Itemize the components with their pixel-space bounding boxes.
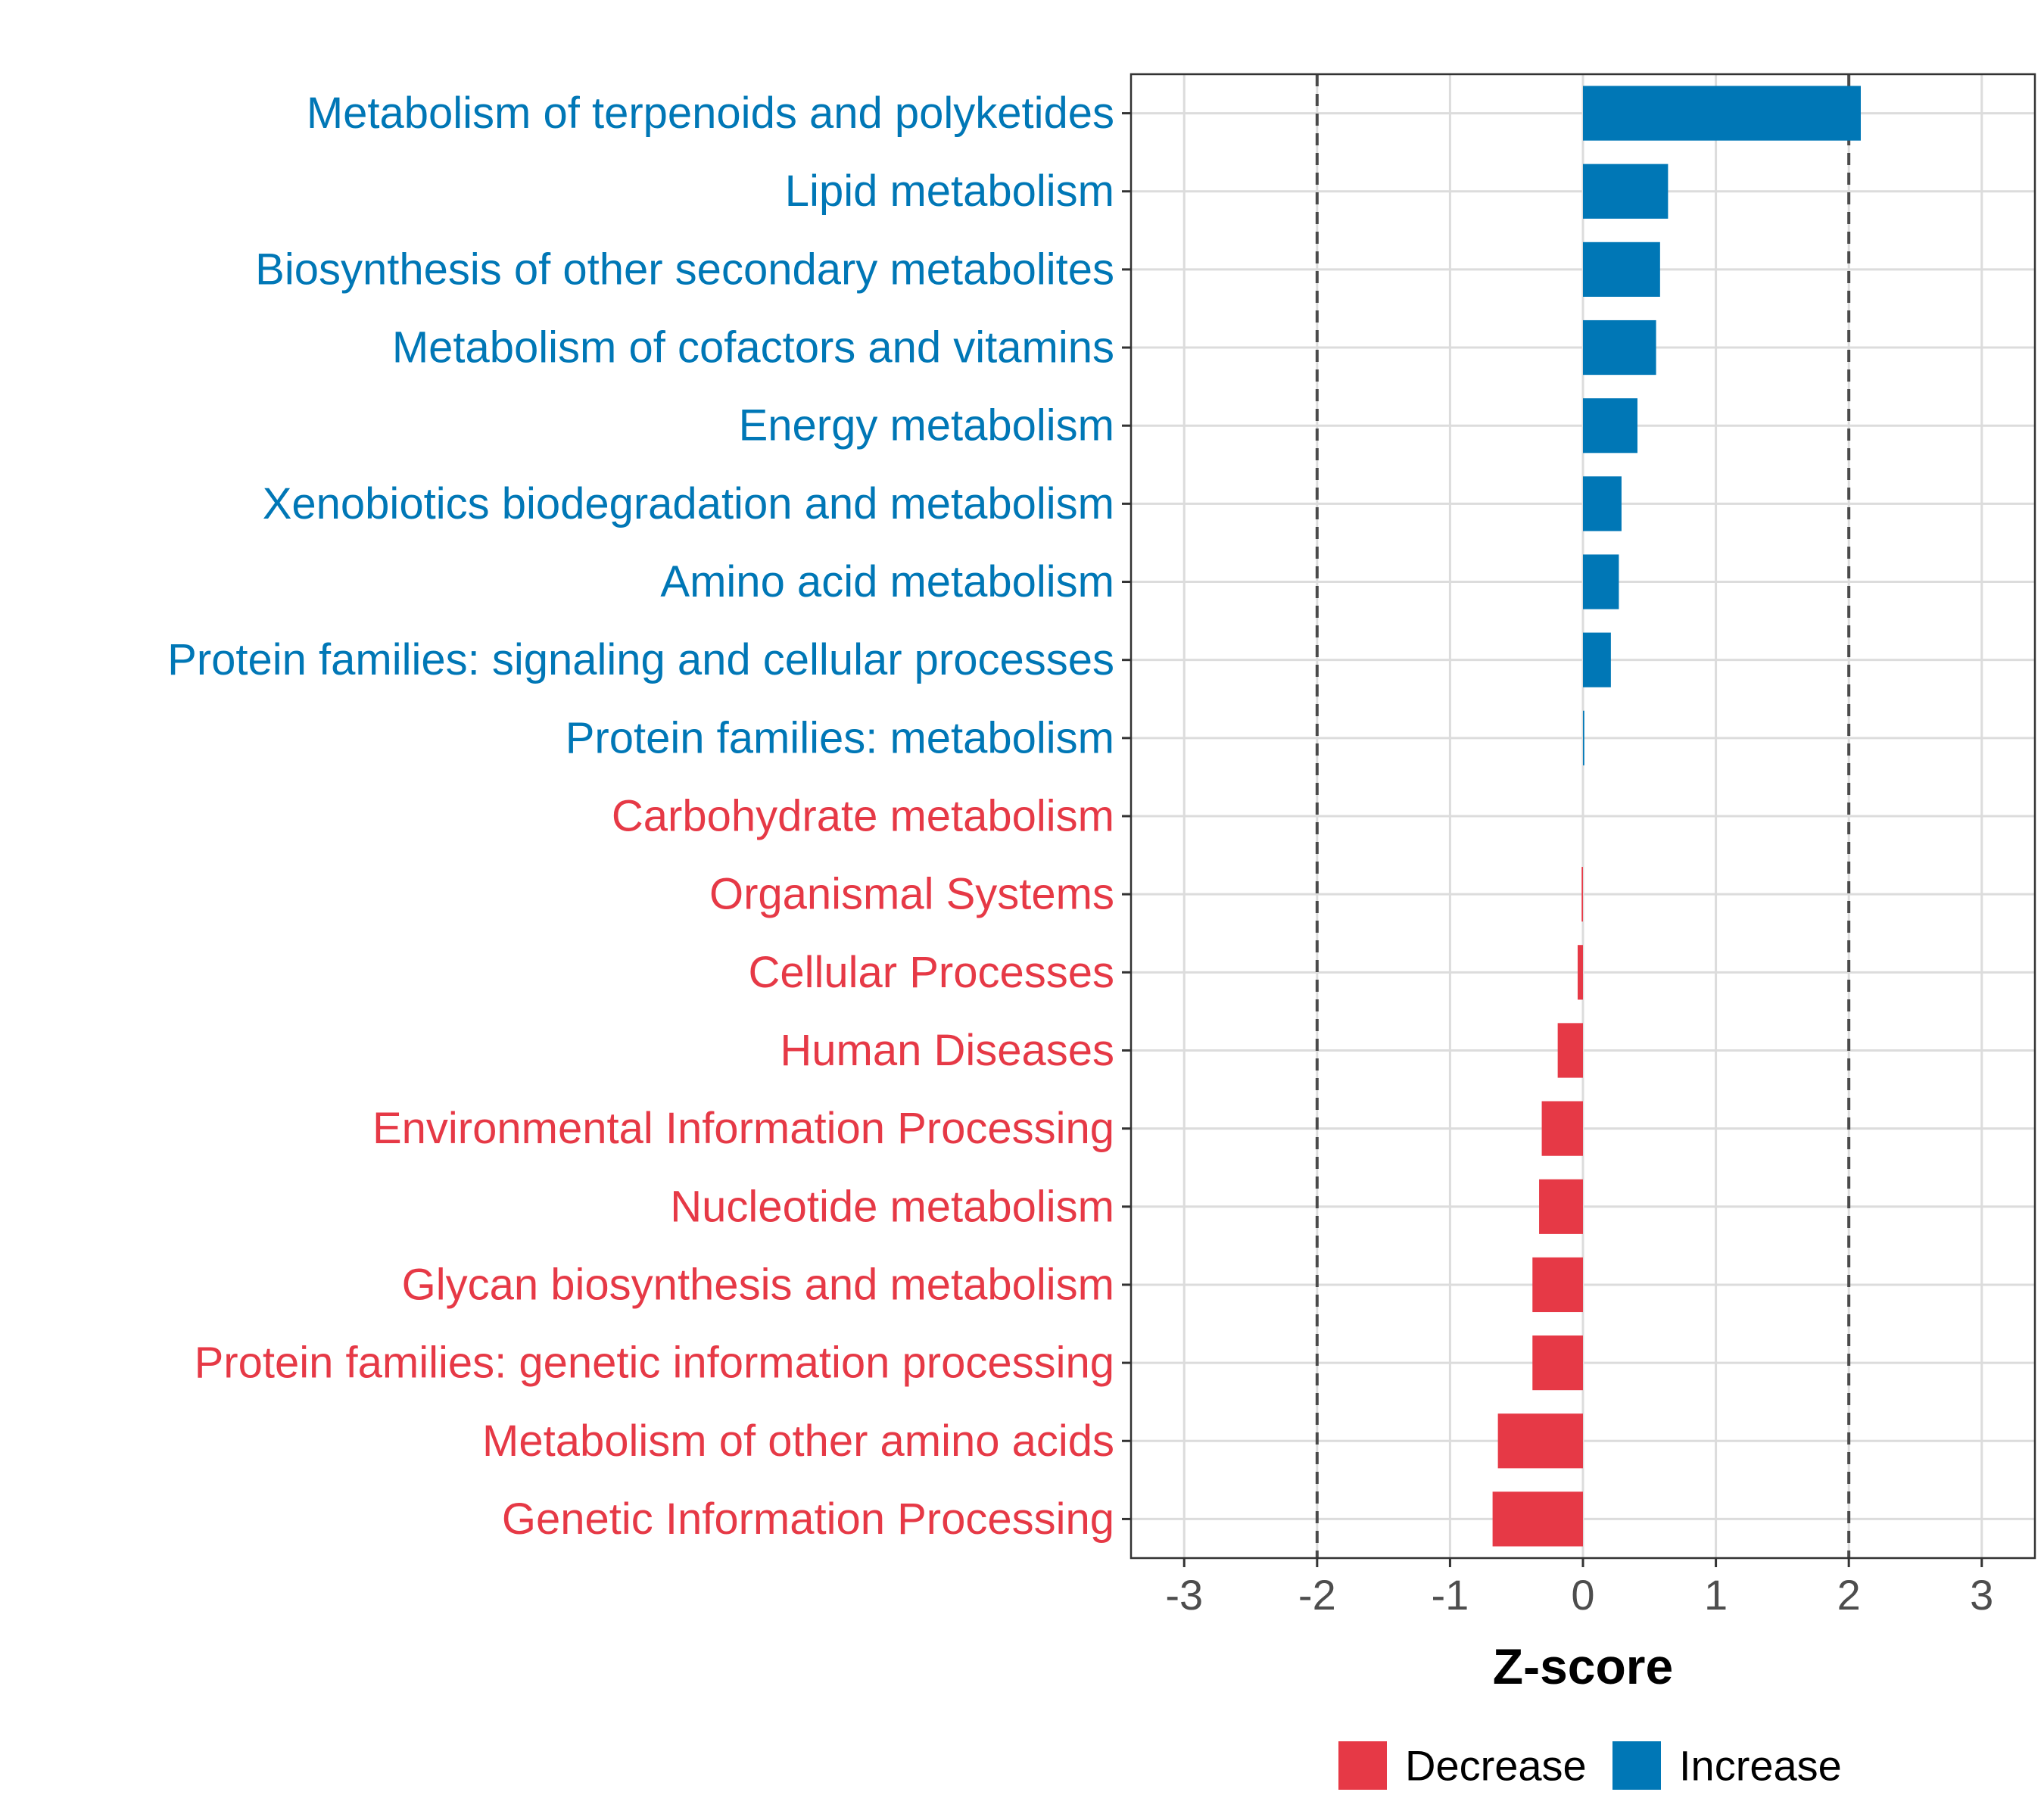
y-tick-label: Lipid metabolism: [785, 167, 1114, 216]
y-tick-label: Amino acid metabolism: [660, 557, 1114, 606]
y-axis-labels: Metabolism of terpenoids and polyketides…: [167, 89, 1114, 1544]
bar: [1577, 945, 1583, 1000]
y-tick-label: Biosynthesis of other secondary metaboli…: [255, 245, 1114, 294]
x-tick-label: 0: [1571, 1571, 1594, 1619]
legend-swatch-increase: [1612, 1741, 1661, 1790]
y-tick-label: Organismal Systems: [709, 870, 1114, 919]
bar: [1583, 710, 1584, 765]
y-tick-label: Protein families: metabolism: [566, 713, 1114, 762]
bar: [1497, 1413, 1583, 1469]
bar: [1583, 632, 1611, 687]
bar: [1583, 242, 1660, 297]
bar: [1581, 867, 1583, 922]
x-tick-label: -3: [1165, 1571, 1203, 1619]
y-tick-label: Energy metabolism: [739, 401, 1114, 450]
y-tick-label: Human Diseases: [780, 1026, 1114, 1075]
y-tick-label: Protein families: genetic information pr…: [195, 1339, 1114, 1388]
bar: [1532, 1335, 1583, 1391]
bar: [1583, 164, 1669, 219]
y-tick-label: Glycan biosynthesis and metabolism: [402, 1260, 1114, 1309]
y-tick-label: Cellular Processes: [748, 948, 1114, 997]
bar: [1583, 398, 1637, 453]
legend-label-increase: Increase: [1679, 1742, 1842, 1790]
x-tick-label: -1: [1432, 1571, 1469, 1619]
y-tick-label: Protein families: signaling and cellular…: [167, 635, 1114, 684]
x-axis-title: Z-score: [1493, 1638, 1673, 1694]
y-tick-label: Nucleotide metabolism: [670, 1182, 1114, 1231]
x-tick-label: -2: [1298, 1571, 1336, 1619]
x-axis-tick-labels: -3 -2 -1 0 1 2 3: [1165, 1571, 1993, 1619]
bar: [1583, 319, 1656, 376]
y-tick-label: Carbohydrate metabolism: [612, 792, 1114, 841]
bar: [1541, 1101, 1583, 1156]
legend: Decrease Increase: [1338, 1741, 1842, 1790]
legend-label-decrease: Decrease: [1405, 1742, 1587, 1790]
x-axis-ticks: [1182, 1558, 1983, 1567]
bar: [1583, 86, 1861, 141]
bar: [1492, 1491, 1583, 1547]
y-tick-label: Metabolism of terpenoids and polyketides: [307, 89, 1114, 138]
y-tick-label: Genetic Information Processing: [502, 1494, 1114, 1544]
x-tick-label: 2: [1837, 1571, 1861, 1619]
bar: [1539, 1179, 1583, 1234]
y-tick-label: Metabolism of other amino acids: [482, 1417, 1114, 1466]
y-tick-label: Environmental Information Processing: [372, 1104, 1114, 1153]
x-tick-label: 1: [1704, 1571, 1728, 1619]
y-tick-label: Xenobiotics biodegradation and metabolis…: [263, 479, 1114, 528]
x-tick-label: 3: [1970, 1571, 1993, 1619]
bar: [1583, 554, 1619, 609]
bar: [1557, 1023, 1583, 1078]
reference-lines: [1315, 74, 1851, 1558]
bar: [1583, 476, 1622, 531]
legend-swatch-decrease: [1338, 1741, 1387, 1790]
y-axis-ticks: [1122, 112, 1131, 1520]
bars: [1492, 86, 1861, 1547]
y-tick-label: Metabolism of cofactors and vitamins: [392, 323, 1114, 372]
bar: [1532, 1257, 1583, 1313]
